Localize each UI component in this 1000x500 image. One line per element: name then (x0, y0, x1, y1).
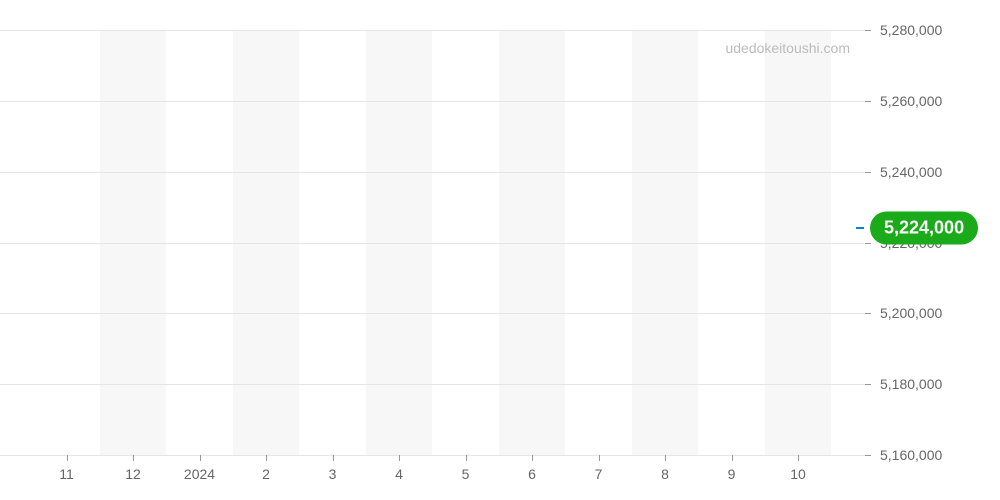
x-axis-label: 5 (462, 466, 470, 482)
gridline (0, 313, 865, 314)
x-axis-label: 6 (528, 466, 536, 482)
x-tick (732, 455, 733, 461)
x-tick (399, 455, 400, 461)
watermark: udedokeitoushi.com (725, 40, 850, 56)
y-tick (865, 455, 871, 456)
x-tick (333, 455, 334, 461)
gridline (0, 455, 865, 456)
x-axis-label: 9 (728, 466, 736, 482)
x-tick (599, 455, 600, 461)
price-chart: udedokeitoushi.com 5,160,000 5,180,000 5,2… (0, 0, 1000, 500)
gridline (0, 384, 865, 385)
x-axis-label: 11 (59, 466, 74, 482)
x-axis-label: 8 (661, 466, 669, 482)
gridline (0, 101, 865, 102)
y-axis-label: 5,180,000 (880, 376, 942, 392)
x-axis-label: 3 (329, 466, 337, 482)
y-tick (865, 313, 871, 314)
x-axis-label: 12 (125, 466, 141, 482)
y-tick (865, 243, 871, 244)
x-axis-label: 10 (790, 466, 806, 482)
gridline (0, 172, 865, 173)
x-tick (798, 455, 799, 461)
x-tick (466, 455, 467, 461)
x-axis-label: 4 (395, 466, 403, 482)
y-tick (865, 30, 871, 31)
y-axis-label: 5,200,000 (880, 305, 942, 321)
y-tick (865, 101, 871, 102)
x-axis-label: 2 (262, 466, 270, 482)
gridline (0, 243, 865, 244)
x-tick (67, 455, 68, 461)
current-value-tick (856, 227, 864, 229)
x-tick (200, 455, 201, 461)
x-tick (532, 455, 533, 461)
y-axis-label: 5,280,000 (880, 22, 942, 38)
y-axis-label: 5,160,000 (880, 447, 942, 463)
x-tick (133, 455, 134, 461)
y-axis-label: 5,240,000 (880, 164, 942, 180)
x-tick (665, 455, 666, 461)
current-value-badge: 5,224,000 (870, 212, 978, 245)
x-tick (266, 455, 267, 461)
x-axis-label: 2024 (184, 466, 215, 482)
y-tick (865, 384, 871, 385)
x-axis-label: 7 (595, 466, 603, 482)
gridline (0, 30, 865, 31)
plot-area (0, 30, 865, 455)
y-axis-label: 5,260,000 (880, 93, 942, 109)
y-tick (865, 172, 871, 173)
